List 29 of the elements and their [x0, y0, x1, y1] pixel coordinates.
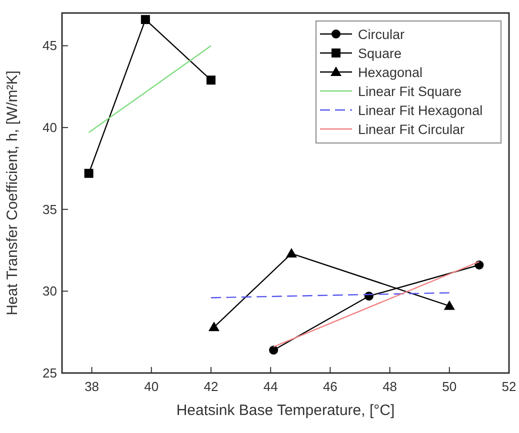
point — [140, 15, 150, 24]
x-tick-label: 50 — [442, 379, 457, 394]
point — [269, 346, 278, 355]
x-tick-label: 44 — [263, 379, 278, 394]
x-tick-label: 52 — [502, 379, 516, 394]
x-axis-title: Heatsink Base Temperature, [°C] — [176, 402, 395, 419]
y-tick-label: 40 — [42, 120, 57, 136]
legend-label: Circular — [358, 27, 406, 42]
y-tick-label: 45 — [42, 38, 57, 54]
x-tick-label: 42 — [204, 379, 218, 394]
point — [474, 260, 484, 270]
x-tick-label: 40 — [144, 379, 159, 394]
x-tick-label: 46 — [322, 379, 338, 394]
legend-label: Hexagonal — [358, 65, 423, 80]
legend-label: Square — [358, 46, 402, 61]
y-tick-label: 35 — [42, 202, 57, 217]
point — [206, 76, 216, 85]
y-axis-title: Heat Transfer Coefficient, h, [W/m²K] — [4, 70, 21, 316]
point — [286, 248, 297, 258]
point — [444, 300, 455, 310]
y-tick-label: 30 — [42, 284, 57, 299]
x-tick-label: 38 — [84, 379, 100, 394]
point — [84, 168, 94, 178]
legend-label: Linear Fit Hexagonal — [358, 103, 483, 118]
x-tick-label: 48 — [382, 379, 398, 394]
legend-label: Linear Fit Circular — [358, 122, 466, 137]
y-tick-label: 25 — [42, 366, 57, 380]
legend-label: Linear Fit Square — [358, 84, 462, 99]
point — [208, 322, 220, 332]
